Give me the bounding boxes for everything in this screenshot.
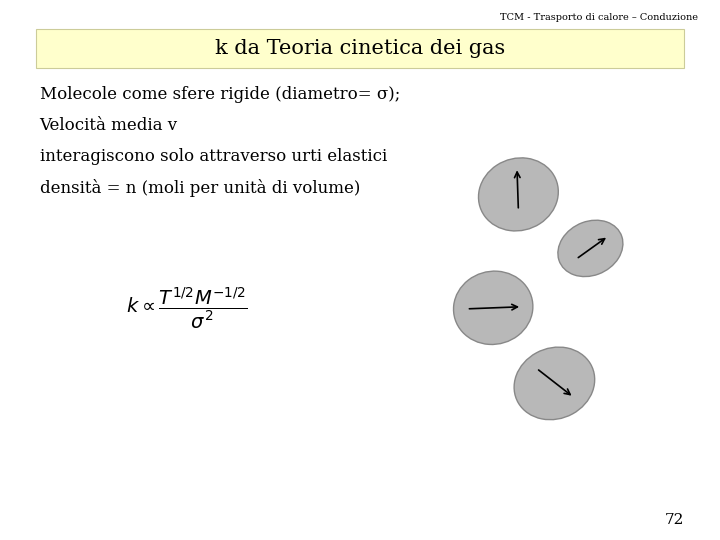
Ellipse shape (479, 158, 558, 231)
Text: interagiscono solo attraverso urti elastici: interagiscono solo attraverso urti elast… (40, 148, 387, 165)
Text: Molecole come sfere rigide (diametro= σ);: Molecole come sfere rigide (diametro= σ)… (40, 86, 400, 103)
Ellipse shape (454, 271, 533, 345)
Text: 72: 72 (665, 512, 684, 526)
Text: k da Teoria cinetica dei gas: k da Teoria cinetica dei gas (215, 38, 505, 58)
Text: $k \propto \dfrac{T^{1/2}M^{-1/2}}{\sigma^2}$: $k \propto \dfrac{T^{1/2}M^{-1/2}}{\sigm… (127, 285, 248, 330)
Text: TCM - Trasporto di calore – Conduzione: TCM - Trasporto di calore – Conduzione (500, 14, 698, 23)
FancyBboxPatch shape (36, 29, 684, 68)
Ellipse shape (558, 220, 623, 276)
Text: densità = n (moli per unità di volume): densità = n (moli per unità di volume) (40, 179, 360, 197)
Text: Velocità media v: Velocità media v (40, 117, 178, 134)
Ellipse shape (514, 347, 595, 420)
